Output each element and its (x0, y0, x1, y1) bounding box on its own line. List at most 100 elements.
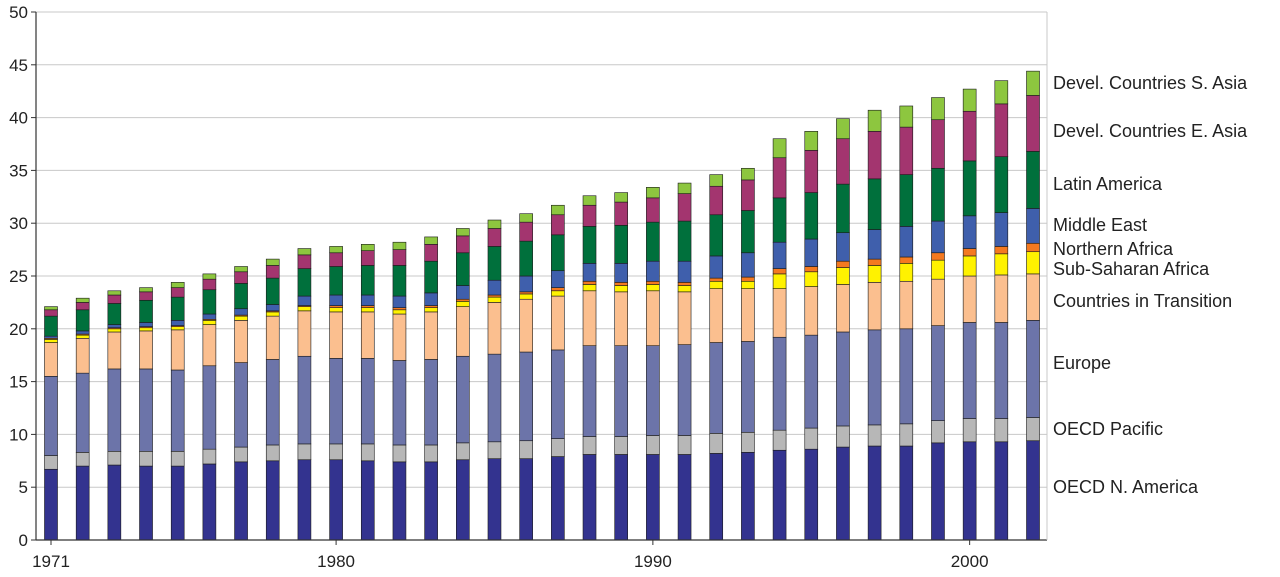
y-tick-label: 10 (9, 425, 28, 444)
bar-segment (519, 440, 533, 459)
bar-segment (234, 362, 248, 448)
bar-segment (614, 291, 628, 346)
legend-label: OECD Pacific (1053, 419, 1163, 439)
legend-label: Devel. Countries S. Asia (1053, 73, 1248, 93)
bar-segment (772, 157, 787, 199)
bar-segment (741, 179, 755, 211)
bar-segment (234, 283, 248, 310)
bar-segment (931, 167, 945, 222)
bars (44, 70, 1040, 541)
bar-segment (329, 294, 343, 306)
bar-segment (994, 253, 1009, 276)
bar-segment (994, 156, 1009, 213)
bar-segment (487, 441, 502, 459)
bar-segment (139, 299, 153, 323)
bar-segment (614, 454, 628, 541)
bar-segment (836, 267, 850, 285)
bar-segment (836, 331, 850, 427)
bar-segment (297, 254, 312, 269)
bar-segment (360, 305, 375, 308)
bar-segment (899, 256, 914, 264)
bar-segment (456, 252, 470, 286)
bar-segment (582, 226, 597, 264)
bar-segment (424, 292, 438, 306)
y-tick-label: 5 (19, 478, 28, 497)
bar-segment (202, 278, 217, 291)
bar-segment (360, 250, 375, 266)
bar-segment (297, 306, 312, 312)
bar-segment (456, 298, 470, 302)
bar-segment (360, 311, 375, 359)
bar-segment (772, 273, 787, 289)
bar-segment (519, 213, 533, 223)
bar-segment (804, 150, 819, 193)
bar-segment (899, 126, 914, 175)
bar-segment (646, 345, 660, 436)
bar-segment (360, 443, 375, 462)
bar-segment (392, 444, 407, 463)
bar-segment (234, 320, 248, 363)
bar-segment (392, 307, 407, 311)
bar-segment (836, 260, 850, 268)
bar-segment (741, 167, 755, 181)
bar-segment (772, 241, 787, 269)
bar-segment (582, 195, 597, 206)
bar-segment (899, 174, 914, 227)
bar-segment (1026, 320, 1040, 418)
bar-segment (899, 423, 914, 447)
bar-segment (202, 324, 217, 367)
y-tick-label: 40 (9, 109, 28, 128)
bar-segment (551, 349, 565, 439)
bar-segment (202, 320, 217, 325)
bar-segment (202, 273, 217, 280)
bar-segment (424, 244, 438, 262)
bar-segment (202, 463, 217, 541)
y-tick-label: 20 (9, 320, 28, 339)
bar-segment (867, 445, 882, 541)
bar-segment (107, 324, 122, 329)
bar-segment (107, 328, 122, 333)
bar-segment (551, 290, 565, 297)
bar-segment (44, 342, 58, 377)
bar-segment (265, 258, 280, 266)
bar-segment (899, 105, 914, 128)
bar-segment (836, 138, 850, 185)
bar-segment (44, 315, 58, 337)
bar-segment (44, 376, 58, 456)
y-tick-label: 15 (9, 373, 28, 392)
bar-segment (297, 443, 312, 461)
bar-segment (360, 358, 375, 445)
bar-segment (804, 266, 819, 273)
bar-segment (75, 337, 90, 374)
bar-segment (487, 296, 502, 303)
bar-segment (1026, 95, 1040, 152)
bar-segment (646, 260, 660, 282)
bar-segment (329, 305, 343, 308)
bar-segment (836, 118, 850, 140)
legend-label: Latin America (1053, 174, 1163, 194)
bar-segment (614, 285, 628, 293)
bar-segment (329, 266, 343, 296)
bar-segment (392, 461, 407, 541)
bar-segment (392, 313, 407, 361)
bar-segment (836, 232, 850, 262)
bar-segment (139, 327, 153, 332)
bar-segment (962, 418, 977, 443)
bar-segment (551, 456, 565, 541)
bar-segment (931, 119, 945, 169)
bar-segment (646, 435, 660, 455)
bar-segment (551, 214, 565, 236)
bar-segment (519, 293, 533, 300)
bar-segment (170, 450, 185, 467)
bar-segment (582, 436, 597, 455)
bar-segment (297, 355, 312, 445)
bar-segment (741, 210, 755, 254)
bar-segment (931, 278, 945, 326)
bar-segment (487, 302, 502, 355)
bar-segment (1026, 273, 1040, 321)
bar-segment (265, 265, 280, 279)
bar-segment (646, 221, 660, 262)
bar-segment (614, 225, 628, 264)
bar-segment (139, 287, 153, 293)
bar-segment (582, 263, 597, 282)
